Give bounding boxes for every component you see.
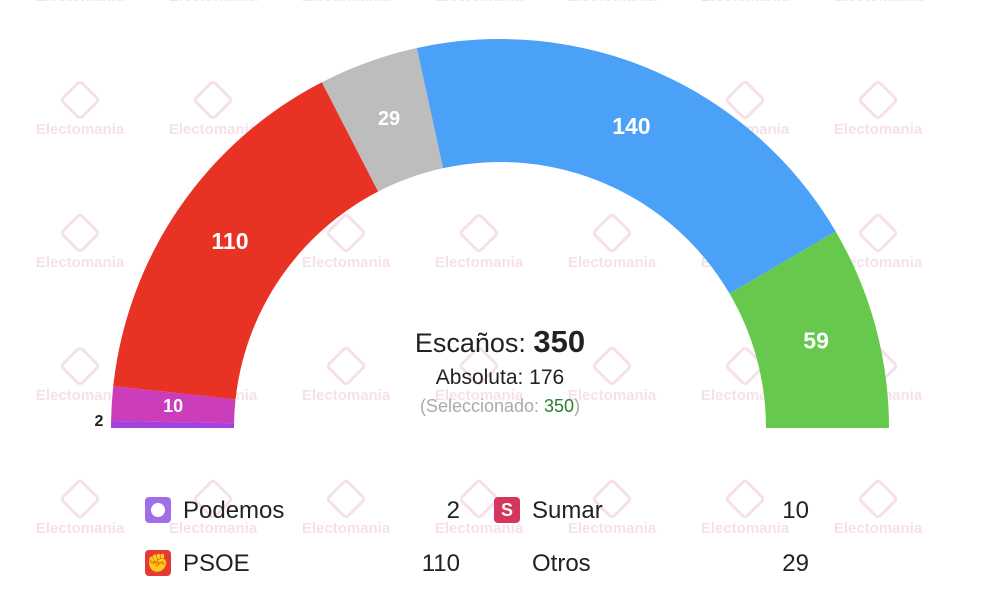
hemicycle-value-labels: 2 10 110 29 140 59 (95, 108, 829, 430)
majority-line: Absoluta: 176 (435, 366, 565, 389)
hemicycle-segment-3[interactable] (321, 47, 444, 192)
seats-total: 350 (533, 324, 586, 359)
hemicycle-arcs (111, 38, 889, 428)
segment-value-label-1: 10 (163, 396, 183, 416)
segment-value-label-5: 59 (803, 327, 829, 353)
seats-label: Escaños: (414, 328, 526, 358)
selected-close: ) (574, 396, 581, 416)
hemicycle-segment-4[interactable] (416, 38, 836, 294)
selected-line: (Seleccionado: 350) (350, 393, 650, 419)
segment-value-label-4: 140 (612, 113, 650, 139)
hemicycle-segment-0[interactable] (111, 421, 235, 428)
segment-value-label-0: 2 (95, 413, 104, 430)
selected-open: (Seleccionado: (419, 396, 545, 416)
hemicycle-segment-2[interactable] (113, 82, 379, 400)
segment-value-label-2: 110 (211, 228, 248, 254)
selected-value: 350 (544, 396, 575, 416)
hemicycle-segment-5[interactable] (729, 231, 889, 428)
segment-value-label-3: 29 (378, 108, 400, 130)
hemicycle-segment-1[interactable] (111, 386, 236, 424)
seats-total-line: Escaños: 350 (350, 322, 650, 363)
seat-summary: Escaños: 350 Absoluta: 176 (Seleccionado… (350, 322, 650, 419)
